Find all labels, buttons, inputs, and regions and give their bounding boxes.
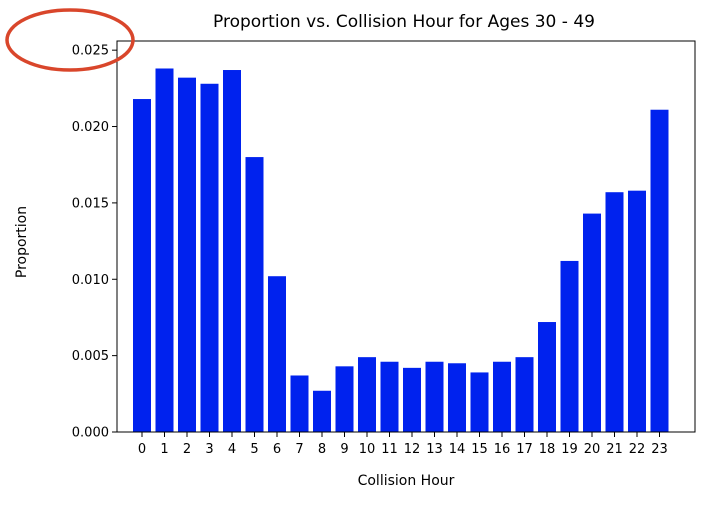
x-tick-label: 14 <box>449 442 466 457</box>
x-tick-label: 11 <box>381 442 398 457</box>
bar-hour-21 <box>605 192 624 432</box>
plot-frame <box>116 40 696 433</box>
bar-hour-14 <box>448 363 466 432</box>
y-tick-label: 0.010 <box>72 273 109 288</box>
bar-hour-23 <box>650 109 669 432</box>
x-tick-label: 4 <box>228 442 236 457</box>
x-tick-label: 8 <box>318 442 326 457</box>
bar-hour-10 <box>358 357 376 432</box>
x-tick-label: 9 <box>340 442 348 457</box>
bar-hour-1 <box>155 68 174 432</box>
bar-hour-17 <box>515 357 534 432</box>
x-tick-label: 23 <box>651 442 668 457</box>
x-tick-label: 16 <box>494 442 511 457</box>
y-tick-label: 0.005 <box>72 349 109 364</box>
x-tick-label: 3 <box>205 442 213 457</box>
x-tick-label: 6 <box>273 442 281 457</box>
y-tick-label: 0.025 <box>72 44 109 59</box>
x-tick-label: 10 <box>359 442 376 457</box>
x-axis-title: Collision Hour <box>358 473 455 489</box>
bar-hour-0 <box>133 99 151 432</box>
y-tick-label: 0.000 <box>72 426 109 441</box>
x-tick-label: 7 <box>295 442 303 457</box>
y-axis-ticks: 0.000 0.005 0.010 0.015 0.020 0.025 <box>72 44 117 441</box>
x-tick-label: 12 <box>404 442 421 457</box>
x-tick-label: 1 <box>160 442 168 457</box>
bar-hour-20 <box>583 213 601 432</box>
x-tick-label: 22 <box>629 442 646 457</box>
bar-hour-12 <box>403 367 421 432</box>
bar-hour-7 <box>290 375 309 432</box>
x-tick-label: 2 <box>183 442 191 457</box>
bar-hour-15 <box>470 372 489 432</box>
bar-hour-11 <box>380 361 399 432</box>
bar-hour-2 <box>178 77 196 432</box>
bar-hour-4 <box>223 70 241 432</box>
bar-hour-19 <box>560 260 579 432</box>
y-tick-label: 0.015 <box>72 196 109 211</box>
x-tick-label: 18 <box>539 442 556 457</box>
chart-title: Proportion vs. Collision Hour for Ages 3… <box>213 12 595 32</box>
highlight-circle-annotation <box>5 8 135 72</box>
bar-hour-9 <box>335 366 354 432</box>
bar-hour-6 <box>268 276 286 432</box>
x-tick-label: 15 <box>471 442 488 457</box>
x-tick-label: 19 <box>561 442 578 457</box>
x-tick-label: 20 <box>584 442 601 457</box>
bar-hour-3 <box>200 83 219 432</box>
x-axis-ticks: 0 1 2 3 4 5 6 7 8 9 10 11 12 13 14 15 16 17 18 19 20 21 22 23 <box>138 432 668 457</box>
bar-hour-8 <box>313 390 331 432</box>
bar-hour-16 <box>493 361 511 432</box>
x-tick-label: 13 <box>426 442 443 457</box>
bar-hour-18 <box>538 322 556 432</box>
bar-hour-22 <box>628 190 646 432</box>
bar-series <box>133 68 669 432</box>
x-tick-label: 17 <box>516 442 533 457</box>
y-tick-label: 0.020 <box>72 120 109 135</box>
x-tick-label: 0 <box>138 442 146 457</box>
bar-hour-13 <box>425 361 444 432</box>
x-tick-label: 5 <box>250 442 258 457</box>
y-axis-title: Proportion <box>14 206 30 278</box>
bar-hour-5 <box>245 157 264 432</box>
x-tick-label: 21 <box>606 442 623 457</box>
